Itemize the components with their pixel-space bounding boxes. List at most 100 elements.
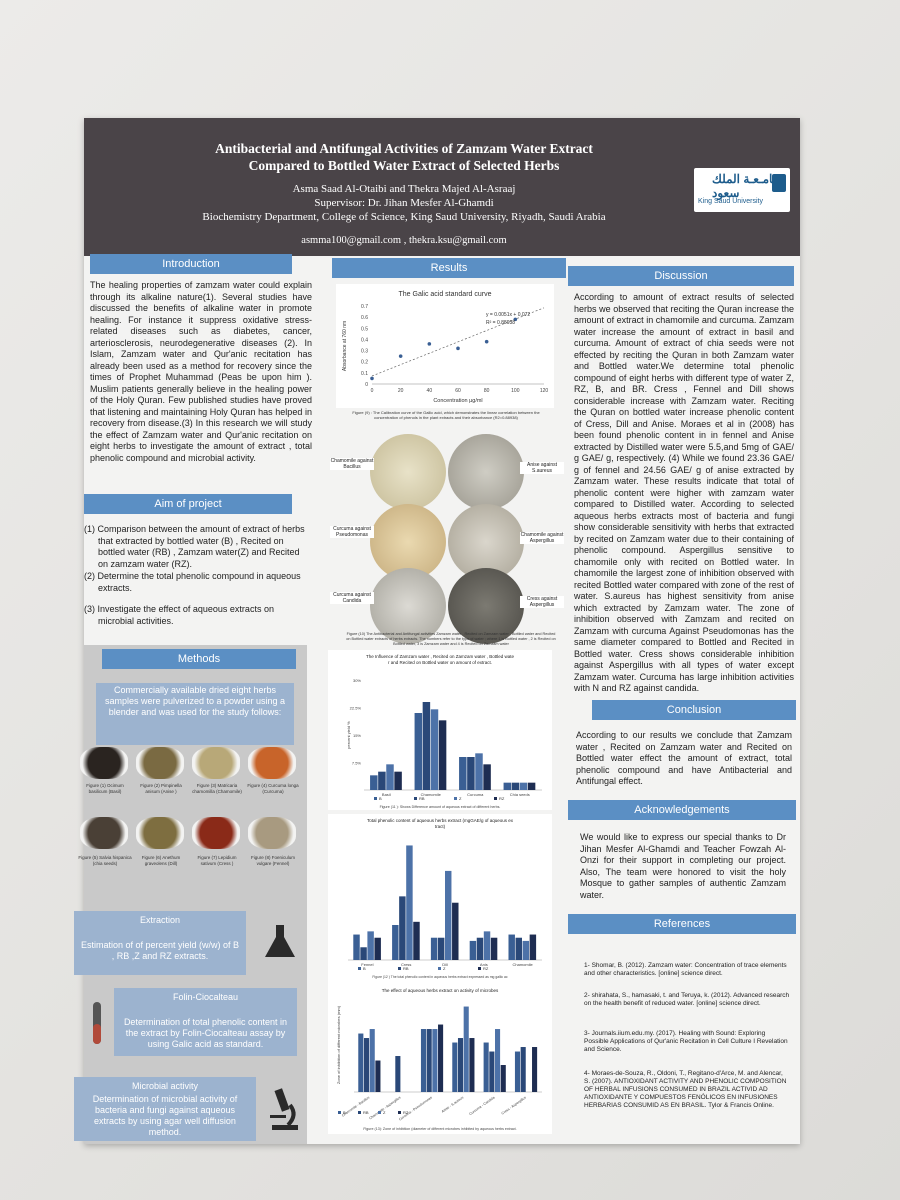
legend-swatch <box>378 1111 381 1114</box>
methods-heading: Methods <box>102 649 296 669</box>
bar-rb <box>489 1051 495 1092</box>
legend-label: Z <box>443 966 446 971</box>
x-tick-label: Anise - S.aureus <box>441 1095 465 1113</box>
bar-z <box>386 764 394 790</box>
herb-image-1 <box>80 747 128 779</box>
legend-label: RB <box>403 966 409 971</box>
logo-arabic: جـامـعـة الملك سعود <box>712 172 784 200</box>
conclusion-heading: Conclusion <box>592 700 796 720</box>
legend-swatch <box>398 1111 401 1114</box>
x-tick-label: Chamomile - Aspergillus <box>368 1095 401 1120</box>
university-logo: جـامـعـة الملك سعود King Saud University <box>694 168 790 212</box>
y-tick-label: 7.5% <box>352 761 362 766</box>
petri-label-1: Chamomile against Bacillus <box>330 458 374 470</box>
bar-b <box>514 1051 521 1092</box>
bar-rb <box>426 1029 432 1092</box>
bar-rb <box>399 896 406 960</box>
herb-caption-1: Figure (1) Ocimum basilicum (Basil) <box>86 783 124 794</box>
results-heading: Results <box>332 258 566 278</box>
bar-rb <box>360 947 367 960</box>
bar-rb <box>395 1056 401 1092</box>
legend-label: B <box>379 796 382 801</box>
aim-item-2: (2) Determine the total phenolic compoun… <box>84 571 301 593</box>
authors: Asma Saad Al-Otaibi and Thekra Majed Al-… <box>292 183 516 195</box>
x-tick-label: 40 <box>427 388 433 394</box>
bar-rz <box>438 720 447 790</box>
herb-image-5 <box>80 817 128 849</box>
legend-label: RZ <box>499 796 505 801</box>
bar-b <box>370 775 378 790</box>
bar-z <box>495 1029 501 1092</box>
bar-z <box>430 709 439 790</box>
reference-4: 4- Moraes-de-Souza, R., Oldoni, T., Regi… <box>584 1070 787 1109</box>
bar-rz <box>413 921 420 960</box>
legend-label: RZ <box>483 966 489 971</box>
bar-b <box>483 1042 489 1092</box>
bar-rb <box>511 782 520 790</box>
x-tick-label: 80 <box>484 388 490 394</box>
x-tick-label: Curcuma - Pseudomonas <box>398 1095 433 1121</box>
bar-b <box>414 713 423 790</box>
bar-b <box>430 937 438 960</box>
bar-z <box>522 940 530 960</box>
herb-caption-8: Figure (8) Foeniculum vulgare (Fennel) <box>250 855 295 866</box>
herb-caption-3: Figure (3) Matricaria chamomilla (Chamom… <box>192 783 242 794</box>
yield-chart-svg: The Influence of Zamzam water , Recited … <box>346 654 542 809</box>
legend-swatch <box>338 1111 341 1114</box>
legend-swatch <box>358 1111 361 1114</box>
bar-b <box>420 1029 427 1092</box>
trendline <box>371 307 545 377</box>
bar-rz <box>500 1065 506 1092</box>
petri-dish-6 <box>448 568 524 644</box>
bar-rz <box>527 782 536 790</box>
x-tick-label: Chamomile <box>421 792 442 797</box>
yield-chart: The Influence of Zamzam water , Recited … <box>328 650 552 810</box>
introduction-heading: Introduction <box>90 254 292 274</box>
x-tick-label: 0 <box>371 388 374 394</box>
x-tick-label: Curcuma <box>467 792 484 797</box>
bar-rb <box>476 937 484 960</box>
folin-text: Determination of total phenolic content … <box>123 1017 288 1049</box>
data-point <box>456 346 460 351</box>
bar-rb <box>422 702 431 790</box>
gallic-chart-svg: The Galic acid standard curve 0 20 40 60 80 10… <box>342 291 548 404</box>
bar-b <box>358 1033 364 1092</box>
logo-emblem-icon <box>772 174 786 192</box>
yield-caption: Figure (11 ): Shows Difference amount of… <box>380 805 501 809</box>
y-tick-label: 0.4 <box>361 337 368 343</box>
herb-caption-4: Figure (4) Curcuma longa (Curcuma) <box>247 783 299 794</box>
petri-dish-3 <box>370 504 446 580</box>
aim-item-1: (1) Comparison between the amount of ext… <box>84 524 305 569</box>
chart-title-cont: tract) <box>435 824 446 829</box>
x-tick-label: Chamomile <box>512 962 533 967</box>
bar-rz <box>483 764 491 790</box>
bar-b <box>353 934 360 960</box>
herb-image-2 <box>136 747 184 779</box>
data-point <box>398 354 403 358</box>
flask-icon <box>265 925 295 957</box>
petri-dish-1 <box>370 434 446 510</box>
herb-image-4 <box>248 747 296 779</box>
y-tick-label: 0 <box>365 382 368 388</box>
x-tick-label: Cress - Aspergillus <box>501 1095 527 1115</box>
bar-rb <box>467 757 475 790</box>
aim-list: (1) Comparison between the amount of ext… <box>84 524 310 627</box>
bar-rb <box>520 1047 526 1092</box>
legend-swatch <box>398 967 401 970</box>
microbial-box: Microbial activity Determination of micr… <box>74 1077 256 1141</box>
bar-rz <box>374 937 381 960</box>
microbial-chart: The effect of aqueous herbs extract on a… <box>328 984 552 1134</box>
phenolic-chart: Total phenolic content of aqueous herbs … <box>328 814 552 984</box>
legend-swatch <box>414 797 417 800</box>
petri-dish-4 <box>448 504 524 580</box>
herb-image-3 <box>192 747 240 779</box>
legend-label: RB <box>419 796 425 801</box>
bar-rb <box>457 1038 464 1092</box>
x-axis-label: Concentration µg/ml <box>433 398 482 404</box>
extraction-text: Estimation of of percent yield (w/w) of … <box>80 940 240 961</box>
poster-header: Antibacterial and Antifungal Activities … <box>84 118 800 256</box>
methods-panel: Methods Commercially available dried eig… <box>74 645 307 1144</box>
x-tick-label: Cress <box>401 962 411 967</box>
petri-dish-5 <box>370 568 446 644</box>
herb-caption-2: Figure (2) Pimpinella anisum (Anise ) <box>140 783 182 794</box>
